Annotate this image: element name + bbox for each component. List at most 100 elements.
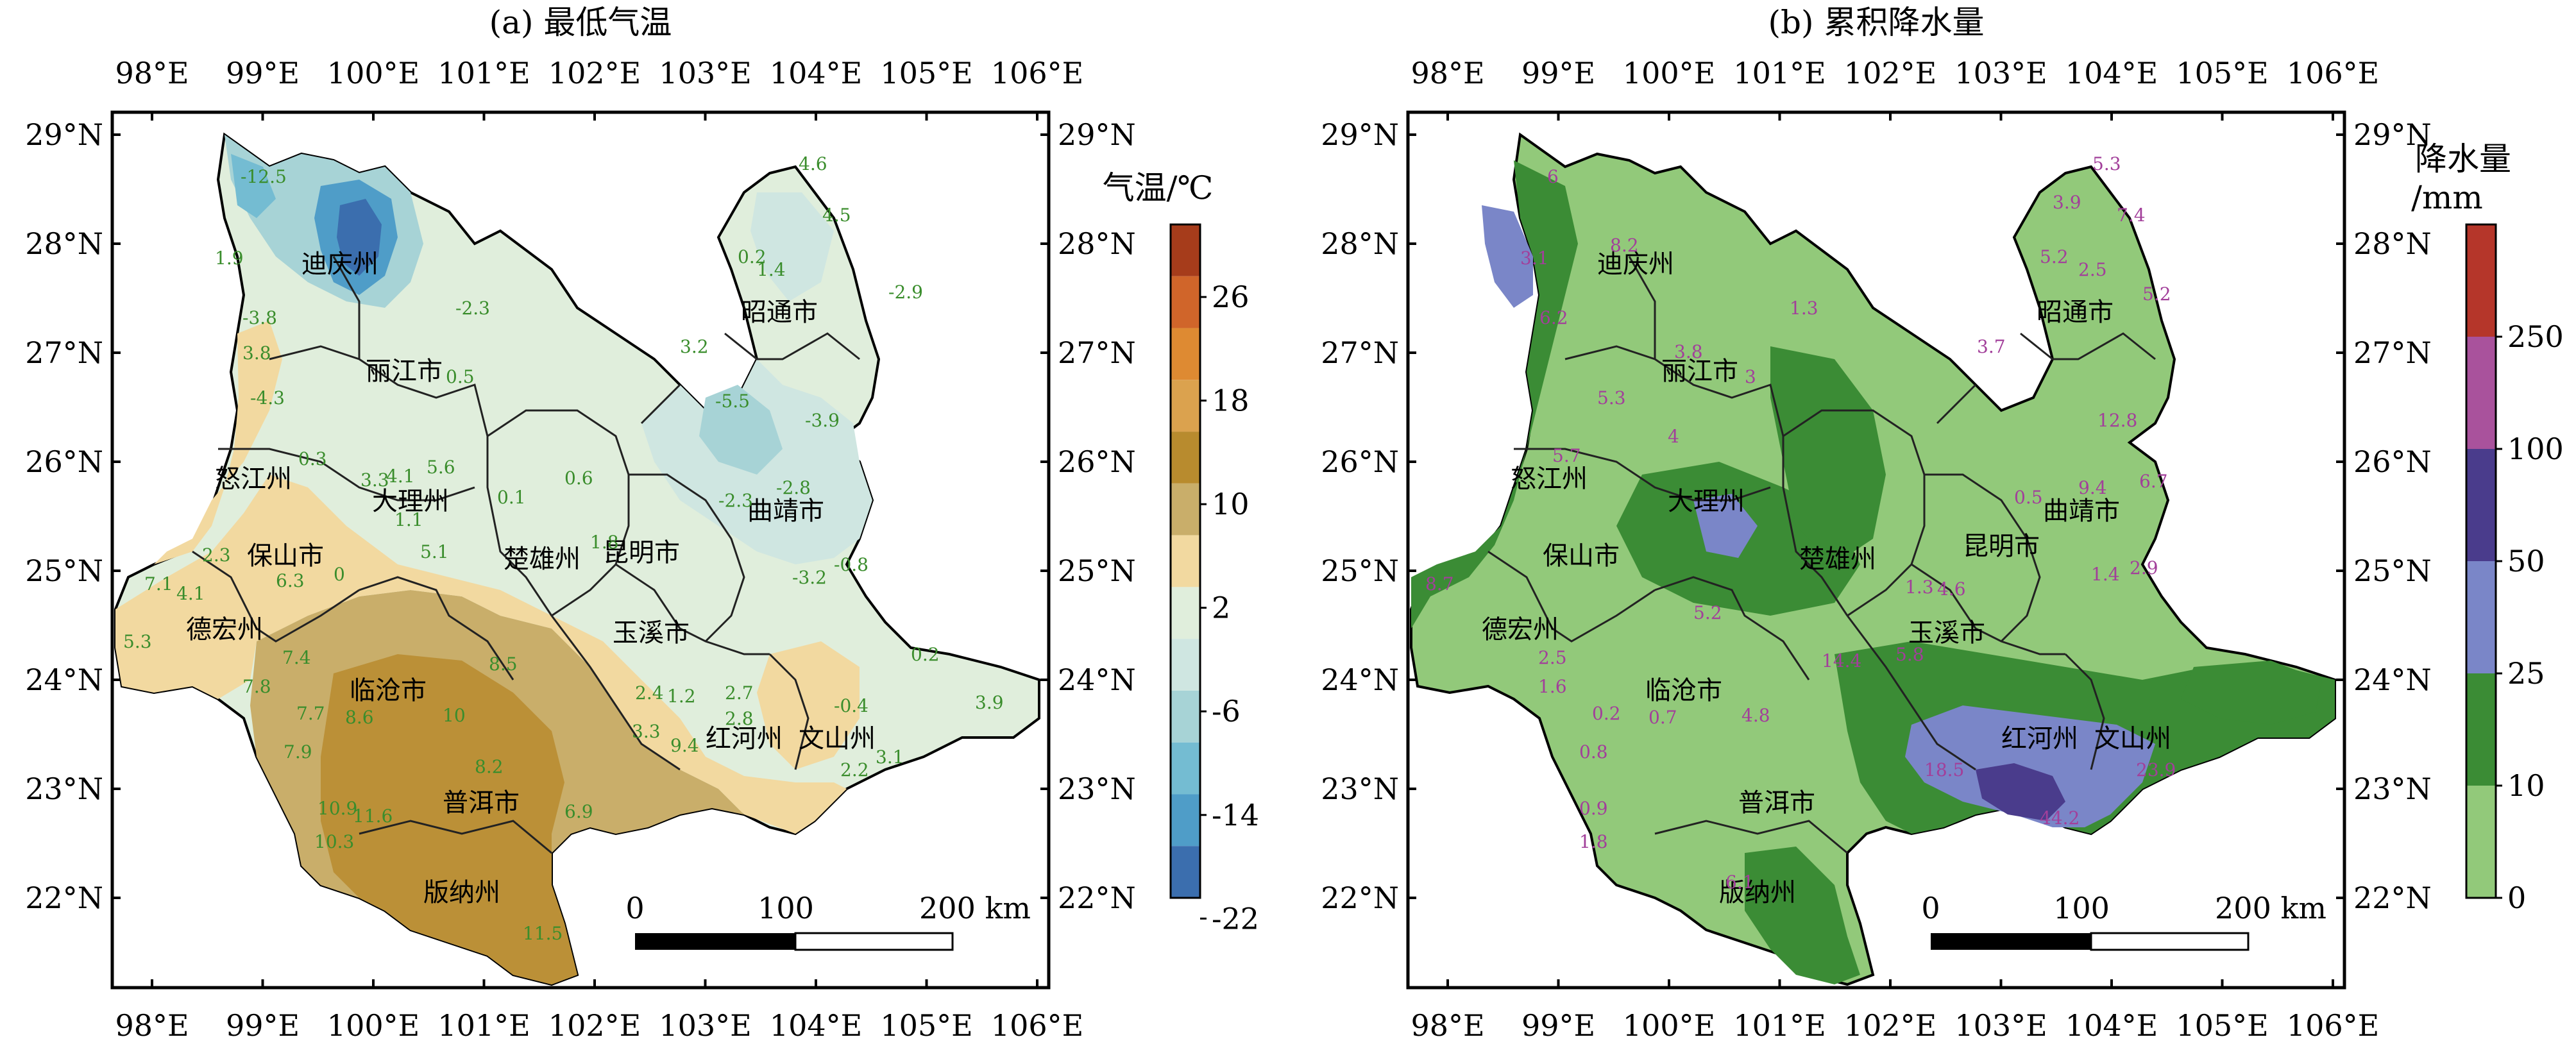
station-value: 7.7 xyxy=(296,703,325,724)
scale-label-100: 100 xyxy=(758,891,814,925)
lat-label: 26°N xyxy=(25,444,103,479)
lon-label: 106°E xyxy=(991,56,1083,90)
colorbar-swatch xyxy=(2466,673,2496,786)
station-value: 5.3 xyxy=(1597,387,1626,409)
city-label: 德宏州 xyxy=(1482,615,1559,645)
station-value: 1.8 xyxy=(590,532,619,553)
lon-label: 103°E xyxy=(1954,56,2047,90)
lon-label: 104°E xyxy=(770,56,862,90)
station-value: 0.5 xyxy=(2014,487,2043,508)
lon-ticks-a-bottom: 98°E 99°E 100°E 101°E 102°E 103°E 104°E 105°E 10… xyxy=(115,979,1083,1043)
lat-label: 23°N xyxy=(1058,772,1136,806)
lat-label: 28°N xyxy=(2353,226,2432,261)
lon-label: 102°E xyxy=(548,1008,641,1043)
lon-ticks-a-top: 98°E 99°E 100°E 101°E 102°E 103°E 104°E 105°E 10… xyxy=(115,56,1083,121)
colorbar-label: -6 xyxy=(1212,694,1241,729)
mild-zone-west xyxy=(154,321,282,564)
city-label: 楚雄州 xyxy=(504,544,580,574)
city-label: 临沧市 xyxy=(350,676,427,705)
colorbar-swatch xyxy=(2466,561,2496,673)
station-value: 8.7 xyxy=(1425,573,1454,595)
colorbar-label: 0 xyxy=(2507,881,2526,915)
city-label: 文山州 xyxy=(2094,724,2171,754)
station-value: 0.3 xyxy=(298,448,327,469)
city-label: 怒江州 xyxy=(1511,464,1588,494)
lon-label: 104°E xyxy=(2065,1008,2158,1043)
station-value: 0.2 xyxy=(738,246,767,267)
lon-label: 101°E xyxy=(437,1008,530,1043)
station-value: 6.3 xyxy=(276,570,305,591)
warm-zone-east xyxy=(757,641,860,770)
scale-bar-b: 0 100 200 km xyxy=(1921,891,2326,951)
colorbar-label: -22 xyxy=(1212,901,1259,936)
lat-label: 24°N xyxy=(1321,662,1399,697)
city-label: 大理州 xyxy=(1668,487,1745,516)
station-value: 9.4 xyxy=(670,735,699,756)
lat-label: 23°N xyxy=(1321,772,1399,806)
station-value: 11.6 xyxy=(353,806,393,827)
colorbar-swatch xyxy=(1171,276,1200,328)
station-value: 6.7 xyxy=(2139,471,2168,492)
station-value: 1.2 xyxy=(667,686,696,707)
panel-a: (a) 最低气温 xyxy=(25,4,1259,1043)
lon-label: 98°E xyxy=(115,56,189,90)
colorbar-swatch xyxy=(1171,432,1200,484)
city-label: 版纳州 xyxy=(1719,878,1796,907)
lon-label: 100°E xyxy=(1623,1008,1715,1043)
station-value: 4.6 xyxy=(799,153,827,174)
lat-label: 28°N xyxy=(25,226,103,261)
lon-label: 100°E xyxy=(327,1008,419,1043)
station-value: 5.8 xyxy=(1895,644,1924,665)
station-value: 1.8 xyxy=(1579,831,1608,852)
lon-label: 106°E xyxy=(991,1008,1083,1043)
city-label: 迪庆州 xyxy=(1597,249,1674,279)
colorbar-label: 25 xyxy=(2507,656,2545,691)
city-label: 玉溪市 xyxy=(1908,618,1985,648)
city-label: 昭通市 xyxy=(2037,298,2114,327)
station-value: 2.5 xyxy=(1538,647,1567,668)
wet-zone-wenshan xyxy=(2181,661,2322,725)
station-value: -5.5 xyxy=(715,391,750,412)
scale-label-200: 200 km xyxy=(919,891,1031,925)
station-value: 2.3 xyxy=(202,544,231,566)
lat-label: 25°N xyxy=(2353,553,2432,588)
colorbar-a: 气温/℃ 26 18 10 2 -6 -14 -22 xyxy=(1103,169,1259,936)
station-value: 8.2 xyxy=(1610,235,1639,256)
station-value: 5.2 xyxy=(2142,283,2171,305)
lon-ticks-b-bottom: 98°E 99°E 100°E 101°E 102°E 103°E 104°E 105°E 10… xyxy=(1411,979,2379,1043)
prefecture-boundaries-a xyxy=(192,256,860,854)
station-value: 2.8 xyxy=(725,708,754,729)
lat-label: 24°N xyxy=(25,662,103,697)
lat-label: 27°N xyxy=(2353,335,2432,370)
station-value: 5.6 xyxy=(427,457,455,478)
colorbar-b-title-line2: /mm xyxy=(2411,179,2483,216)
station-value: 4.5 xyxy=(822,205,851,226)
station-value: 5.1 xyxy=(420,541,449,562)
station-value: 3.2 xyxy=(680,336,709,357)
station-value: 5.3 xyxy=(123,631,152,652)
lon-label: 98°E xyxy=(115,1008,189,1043)
station-value: 1.3 xyxy=(1790,298,1818,319)
cold-spot-east xyxy=(699,385,783,475)
station-value: 4.6 xyxy=(1937,578,1966,600)
colorbar-swatch xyxy=(1171,846,1200,898)
station-value: 4.1 xyxy=(176,583,205,604)
colorbar-label: 250 xyxy=(2507,319,2564,354)
station-value: 0.2 xyxy=(911,644,940,665)
city-label: 玉溪市 xyxy=(613,618,690,648)
lon-label: 102°E xyxy=(1844,56,1936,90)
cold-core-diqing-2 xyxy=(337,199,382,276)
city-label: 曲靖市 xyxy=(747,496,824,526)
heaviest-rain-core xyxy=(1976,763,2065,821)
station-value: 3 xyxy=(1745,366,1756,387)
station-value: 3.8 xyxy=(1674,341,1703,362)
lat-label: 22°N xyxy=(1058,881,1136,915)
station-value: 6.9 xyxy=(564,801,593,822)
station-value: 4 xyxy=(1668,426,1679,447)
station-value: 1.4 xyxy=(757,259,786,280)
warm-zone-core xyxy=(321,654,577,984)
station-value: 8.6 xyxy=(345,707,374,728)
lon-label: 102°E xyxy=(548,56,641,90)
lat-label: 27°N xyxy=(1058,335,1136,370)
